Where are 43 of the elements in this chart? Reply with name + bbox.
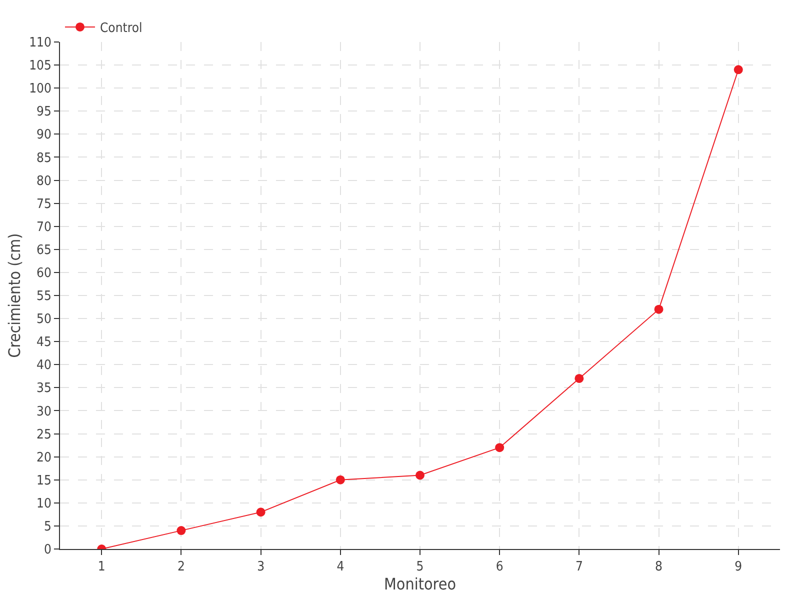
y-tick-label: 0 (44, 542, 52, 558)
y-tick-label: 10 (36, 496, 52, 512)
y-tick-label: 65 (36, 242, 52, 258)
x-tick-label: 6 (496, 560, 504, 575)
x-tick-label: 1 (98, 560, 106, 575)
x-tick-label: 2 (177, 560, 185, 575)
x-tick-label: 3 (257, 560, 265, 575)
x-tick-label: 4 (336, 560, 344, 575)
y-tick-label: 30 (36, 404, 52, 420)
x-tick-label: 7 (575, 560, 583, 575)
y-tick-label: 110 (29, 36, 52, 51)
y-tick-label: 60 (36, 266, 52, 281)
y-tick-label: 5 (44, 520, 52, 534)
x-tick-label: 9 (734, 560, 742, 575)
y-tick-label: 85 (36, 150, 52, 166)
y-tick-label: 50 (36, 312, 52, 328)
point (495, 443, 504, 452)
point (654, 304, 664, 314)
point (416, 470, 424, 480)
point (734, 65, 743, 74)
y-tick-label: 75 (36, 196, 52, 212)
legend-label: Control (100, 21, 142, 36)
point (336, 475, 345, 484)
x-tick-label: 8 (655, 560, 663, 575)
x-axis-title: Monitoreo (384, 574, 456, 594)
y-tick-label: 95 (36, 104, 52, 120)
y-tick-label: 40 (36, 358, 52, 374)
y-tick-label: 90 (36, 128, 52, 143)
y-tick-label: 55 (36, 289, 52, 304)
y-tick-label: 25 (36, 427, 52, 442)
y-tick-label: 105 (29, 58, 52, 74)
y-tick-label: 35 (36, 381, 52, 396)
y-tick-label: 45 (36, 335, 52, 350)
y-tick-label: 20 (36, 450, 52, 466)
y-axis-title: Crecimiento (cm) (4, 233, 24, 358)
y-tick-label: 15 (36, 473, 52, 488)
point (256, 508, 266, 517)
point (176, 526, 186, 536)
x-tick-label: 5 (416, 560, 424, 575)
y-tick-label: 70 (36, 220, 52, 235)
y-tick-label: 100 (29, 82, 52, 97)
point (574, 374, 584, 383)
y-tick-label: 80 (36, 174, 52, 189)
